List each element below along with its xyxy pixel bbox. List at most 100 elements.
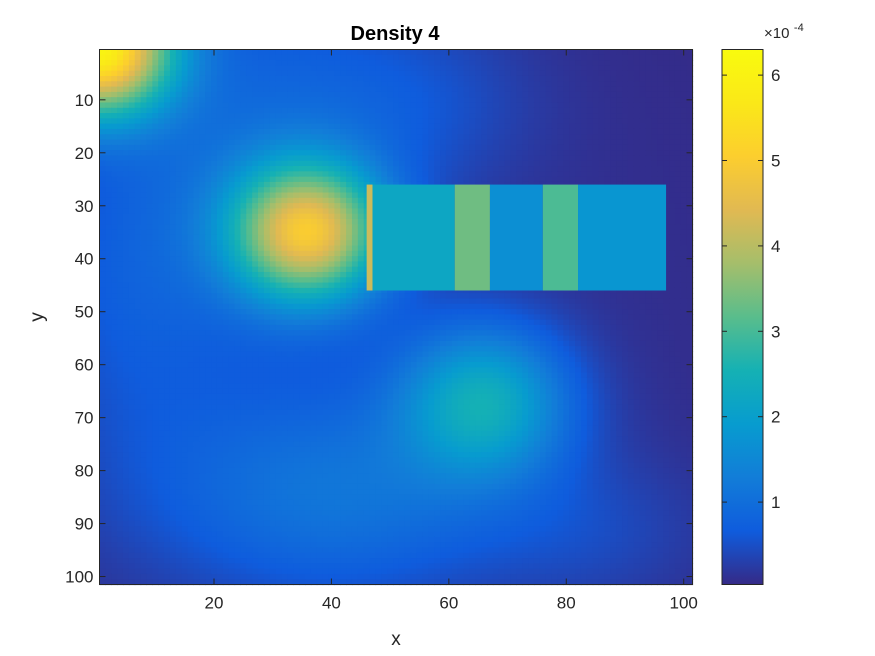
heatmap-cell [328,298,335,305]
heatmap-cell [569,144,576,151]
heatmap-cell [199,282,206,289]
heatmap-cell [645,75,652,82]
heatmap-cell [175,213,183,220]
heatmap-cell [357,250,365,257]
heatmap-cell [299,134,306,141]
heatmap-cell [334,208,341,215]
heatmap-cell [269,298,277,305]
heatmap-cell [205,303,212,310]
heatmap-cell [216,75,224,82]
heatmap-cell [216,261,224,268]
heatmap-cell [316,187,324,194]
heatmap-cell [580,176,588,183]
heatmap-cell [481,113,488,119]
heatmap-cell [211,187,218,194]
heatmap-cell [428,65,435,72]
heatmap-cell [175,86,183,93]
heatmap-cell [375,70,382,77]
heatmap-cell [498,97,506,104]
heatmap-cell [463,160,470,167]
heatmap-cell [669,144,676,151]
heatmap-cell [381,166,388,172]
heatmap-cell [293,65,300,72]
heatmap-cell [657,86,664,93]
heatmap-cell [533,97,541,104]
heatmap-cell [651,166,658,172]
heatmap-cell [557,107,564,114]
heatmap-cell [410,123,418,130]
heatmap-cell [645,144,652,151]
heatmap-cell [575,86,582,93]
heatmap-cell [246,277,253,284]
heatmap-cell [158,91,165,98]
heatmap-cell [498,81,506,88]
heatmap-cell [627,113,635,119]
chart-title: Density 4 [351,23,441,45]
heatmap-cell [645,171,652,178]
heatmap-cell [610,49,617,56]
heatmap-cell [457,113,465,119]
heatmap-cell [539,97,547,104]
heatmap-cell [252,139,259,146]
heatmap-cell [181,128,189,135]
heatmap-cell [164,266,171,273]
heatmap-cell [199,181,206,188]
heatmap-cell [516,75,523,82]
heatmap-cell [228,113,236,119]
heatmap-cell [657,128,664,135]
heatmap-cell [117,60,124,66]
heatmap-cell [299,54,306,61]
heatmap-cell [105,160,112,167]
heatmap-cell [310,197,318,204]
heatmap-cell [351,287,359,294]
heatmap-cell [228,97,236,104]
heatmap-cell [651,293,658,300]
heatmap-cell [164,128,171,135]
heatmap-cell [328,113,335,119]
heatmap-cell [263,219,271,225]
heatmap-cell [622,128,629,135]
heatmap-cell [158,229,165,236]
heatmap-cell [522,91,529,98]
heatmap-cell [445,160,453,167]
heatmap-cell [140,187,148,194]
heatmap-cell [463,97,470,104]
heatmap-cell [580,113,588,119]
heatmap-cell [211,118,218,125]
heatmap-cell [258,261,265,268]
heatmap-cell [346,160,353,167]
heatmap-cell [334,70,341,77]
heatmap-cell [545,54,553,61]
heatmap-cell [580,49,588,56]
heatmap-cell [99,181,106,188]
heatmap-cell [222,97,230,104]
heatmap-cell [240,160,247,167]
heatmap-cell [522,86,529,93]
heatmap-cell [187,277,195,284]
heatmap-cell [539,176,547,183]
heatmap-cell [117,250,124,257]
heatmap-cell [481,128,488,135]
heatmap-cell [375,144,382,151]
heatmap-cell [146,181,153,188]
heatmap-cell [375,303,382,310]
heatmap-cell [122,171,130,178]
heatmap-cell [169,256,177,262]
heatmap-cell [387,303,394,310]
heatmap-cell [222,70,230,77]
heatmap-cell [334,309,341,315]
heatmap-cell [169,171,177,178]
heatmap-cell [252,271,259,278]
heatmap-cell [322,256,330,262]
heatmap-cell [575,60,582,66]
heatmap-cell [381,303,388,310]
heatmap-cell [246,192,253,199]
heatmap-cell [181,160,189,167]
heatmap-cell [187,91,195,98]
heatmap-cell [263,197,271,204]
heatmap-cell [252,176,259,183]
heatmap-cell [563,176,570,183]
heatmap-cell [228,234,236,241]
heatmap-cell [522,171,529,178]
heatmap-cell [111,86,118,93]
